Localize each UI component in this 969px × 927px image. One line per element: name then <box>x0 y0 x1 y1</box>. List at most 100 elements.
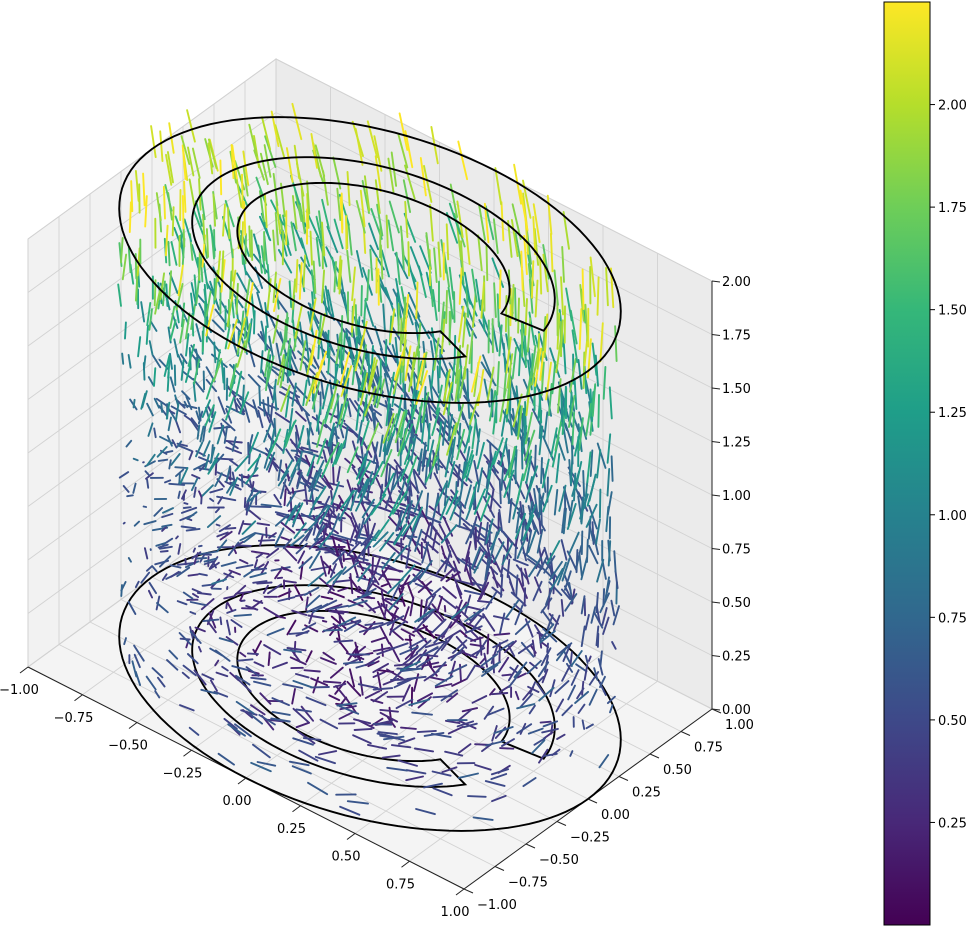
z-tick-label: 2.00 <box>722 275 751 290</box>
quiver-arrow <box>379 532 395 552</box>
quiver-arrow <box>195 200 203 227</box>
quiver-arrow <box>399 660 421 672</box>
quiver-arrow <box>553 269 559 306</box>
quiver-arrow <box>171 439 178 449</box>
quiver-arrow <box>540 457 543 485</box>
y-tick-mark <box>618 776 629 781</box>
quiver-arrow <box>445 289 448 324</box>
quiver-arrow <box>376 203 384 237</box>
quiver-arrow <box>516 535 528 559</box>
quiver-arrow <box>598 488 602 519</box>
quiver-arrow <box>484 780 506 787</box>
quiver-arrow <box>328 591 345 599</box>
quiver-arrow <box>263 606 280 618</box>
quiver-arrow <box>274 411 292 424</box>
colorbar-tick-label: 0.50 <box>938 714 967 729</box>
quiver-arrow <box>413 372 417 401</box>
quiver-arrow <box>242 150 250 186</box>
quiver-arrow <box>422 608 437 624</box>
x-tick-label: −0.75 <box>54 711 94 726</box>
quiver-arrow <box>536 682 547 697</box>
quiver-arrow <box>369 717 384 727</box>
quiver-arrow <box>249 572 267 579</box>
quiver-arrow <box>282 538 293 550</box>
quiver-arrow <box>560 588 572 601</box>
quiver-arrow <box>270 428 282 452</box>
quiver-arrow <box>284 390 291 418</box>
quiver-arrow <box>322 651 335 661</box>
quiver-arrow <box>319 718 339 730</box>
quiver-arrow <box>295 431 299 455</box>
quiver-arrow <box>243 403 251 423</box>
z-tick-mark <box>711 494 721 497</box>
quiver-arrow <box>324 522 328 534</box>
quiver-arrow <box>265 308 277 329</box>
quiver-arrow <box>428 374 434 403</box>
quiver-arrow <box>516 723 533 735</box>
quiver-arrow <box>348 576 361 592</box>
y-tick-mark <box>525 843 536 849</box>
quiver-arrow <box>579 283 585 322</box>
quiver-arrow <box>346 479 355 501</box>
quiver-arrow <box>306 180 311 215</box>
quiver-arrow <box>357 683 379 690</box>
quiver-arrow <box>199 255 204 283</box>
quiver-arrow <box>245 501 249 511</box>
quiver-arrow <box>364 299 375 327</box>
quiver-arrow <box>151 565 158 573</box>
y-axis-ticks: −1.00−0.75−0.50−0.250.000.250.500.751.00 <box>463 708 754 913</box>
quiver-arrow <box>244 330 253 354</box>
quiver-arrow <box>350 298 356 333</box>
quiver-arrow <box>242 166 249 197</box>
quiver-arrow <box>357 478 369 499</box>
quiver-arrow <box>237 658 254 662</box>
quiver-arrow <box>265 362 270 392</box>
quiver-arrow <box>174 466 189 470</box>
quiver-arrow <box>221 665 229 672</box>
quiver-arrow <box>302 254 307 288</box>
quiver-arrow <box>228 458 240 468</box>
quiver-arrow <box>485 591 498 610</box>
quiver-arrow <box>167 355 171 379</box>
quiver-arrow <box>597 393 600 428</box>
quiver-arrow <box>202 440 211 457</box>
quiver-arrow <box>580 595 586 615</box>
quiver-arrow <box>546 614 554 630</box>
quiver-arrow <box>266 718 285 723</box>
quiver-arrow <box>585 403 592 437</box>
quiver-arrow <box>260 503 283 508</box>
y-tick-label: −0.25 <box>570 831 610 846</box>
quiver-arrow <box>525 379 532 417</box>
quiver-arrow <box>354 400 369 421</box>
quiver-arrow <box>485 518 494 544</box>
quiver-arrow <box>366 422 380 451</box>
quiver-arrow <box>260 368 271 389</box>
quiver-arrow <box>432 664 448 669</box>
quiver-arrow <box>463 722 478 729</box>
quiver-arrow <box>331 535 339 557</box>
quiver-arrow <box>236 272 249 295</box>
quiver-arrow <box>256 581 273 585</box>
y-tick-label: −1.00 <box>477 898 517 913</box>
quiver-arrow <box>412 470 420 494</box>
quiver-arrow <box>476 539 491 558</box>
quiver-arrow <box>388 200 400 234</box>
quiver-arrow <box>271 710 291 716</box>
quiver-arrow <box>176 600 188 606</box>
quiver-arrow <box>224 527 237 530</box>
quiver-arrow <box>543 555 556 574</box>
quiver-arrow <box>147 589 154 599</box>
quiver-arrow <box>458 502 463 528</box>
quiver-arrow <box>263 423 272 443</box>
quiver-arrow <box>462 450 474 480</box>
quiver-arrow <box>416 448 423 472</box>
quiver-arrow <box>410 388 416 417</box>
z-tick-mark <box>711 334 721 336</box>
quiver-arrow <box>389 608 399 624</box>
quiver-arrow <box>368 359 378 392</box>
quiver-arrow <box>397 133 409 169</box>
quiver-arrow <box>400 726 417 730</box>
quiver-arrow <box>231 436 237 452</box>
quiver-arrow <box>500 408 508 437</box>
quiver-arrow <box>521 321 528 356</box>
